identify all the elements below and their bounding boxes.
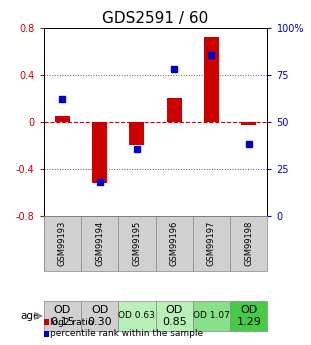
Bar <box>241 122 256 125</box>
Bar <box>118 216 156 271</box>
Text: GSM99197: GSM99197 <box>207 221 216 266</box>
Text: GSM99193: GSM99193 <box>58 221 67 266</box>
Bar <box>44 216 81 271</box>
Text: OD
1.29: OD 1.29 <box>236 305 261 327</box>
Text: percentile rank within the sample: percentile rank within the sample <box>50 329 203 338</box>
Bar <box>156 216 193 271</box>
Bar <box>230 216 267 271</box>
Text: GSM99198: GSM99198 <box>244 221 253 266</box>
Bar <box>167 98 182 122</box>
Text: OD 0.63: OD 0.63 <box>118 312 155 321</box>
Bar <box>129 122 144 145</box>
Text: GSM99196: GSM99196 <box>170 221 179 266</box>
Bar <box>92 122 107 183</box>
Bar <box>156 301 193 331</box>
Bar <box>44 319 49 325</box>
Bar <box>44 301 81 331</box>
Text: OD
0.15: OD 0.15 <box>50 305 75 327</box>
Bar <box>230 301 267 331</box>
Bar <box>193 216 230 271</box>
Bar <box>44 331 49 337</box>
Text: GSM99195: GSM99195 <box>132 221 141 266</box>
Text: GSM99194: GSM99194 <box>95 221 104 266</box>
Text: OD
0.30: OD 0.30 <box>87 305 112 327</box>
Bar <box>55 116 70 122</box>
Text: OD 1.07: OD 1.07 <box>193 312 230 321</box>
Text: age: age <box>21 311 40 321</box>
Bar <box>204 37 219 122</box>
Text: log2 ratio: log2 ratio <box>50 318 94 327</box>
Bar <box>81 216 118 271</box>
Text: OD
0.85: OD 0.85 <box>162 305 187 327</box>
Bar <box>81 301 118 331</box>
Title: GDS2591 / 60: GDS2591 / 60 <box>102 11 209 27</box>
Bar <box>118 301 156 331</box>
Bar <box>193 301 230 331</box>
